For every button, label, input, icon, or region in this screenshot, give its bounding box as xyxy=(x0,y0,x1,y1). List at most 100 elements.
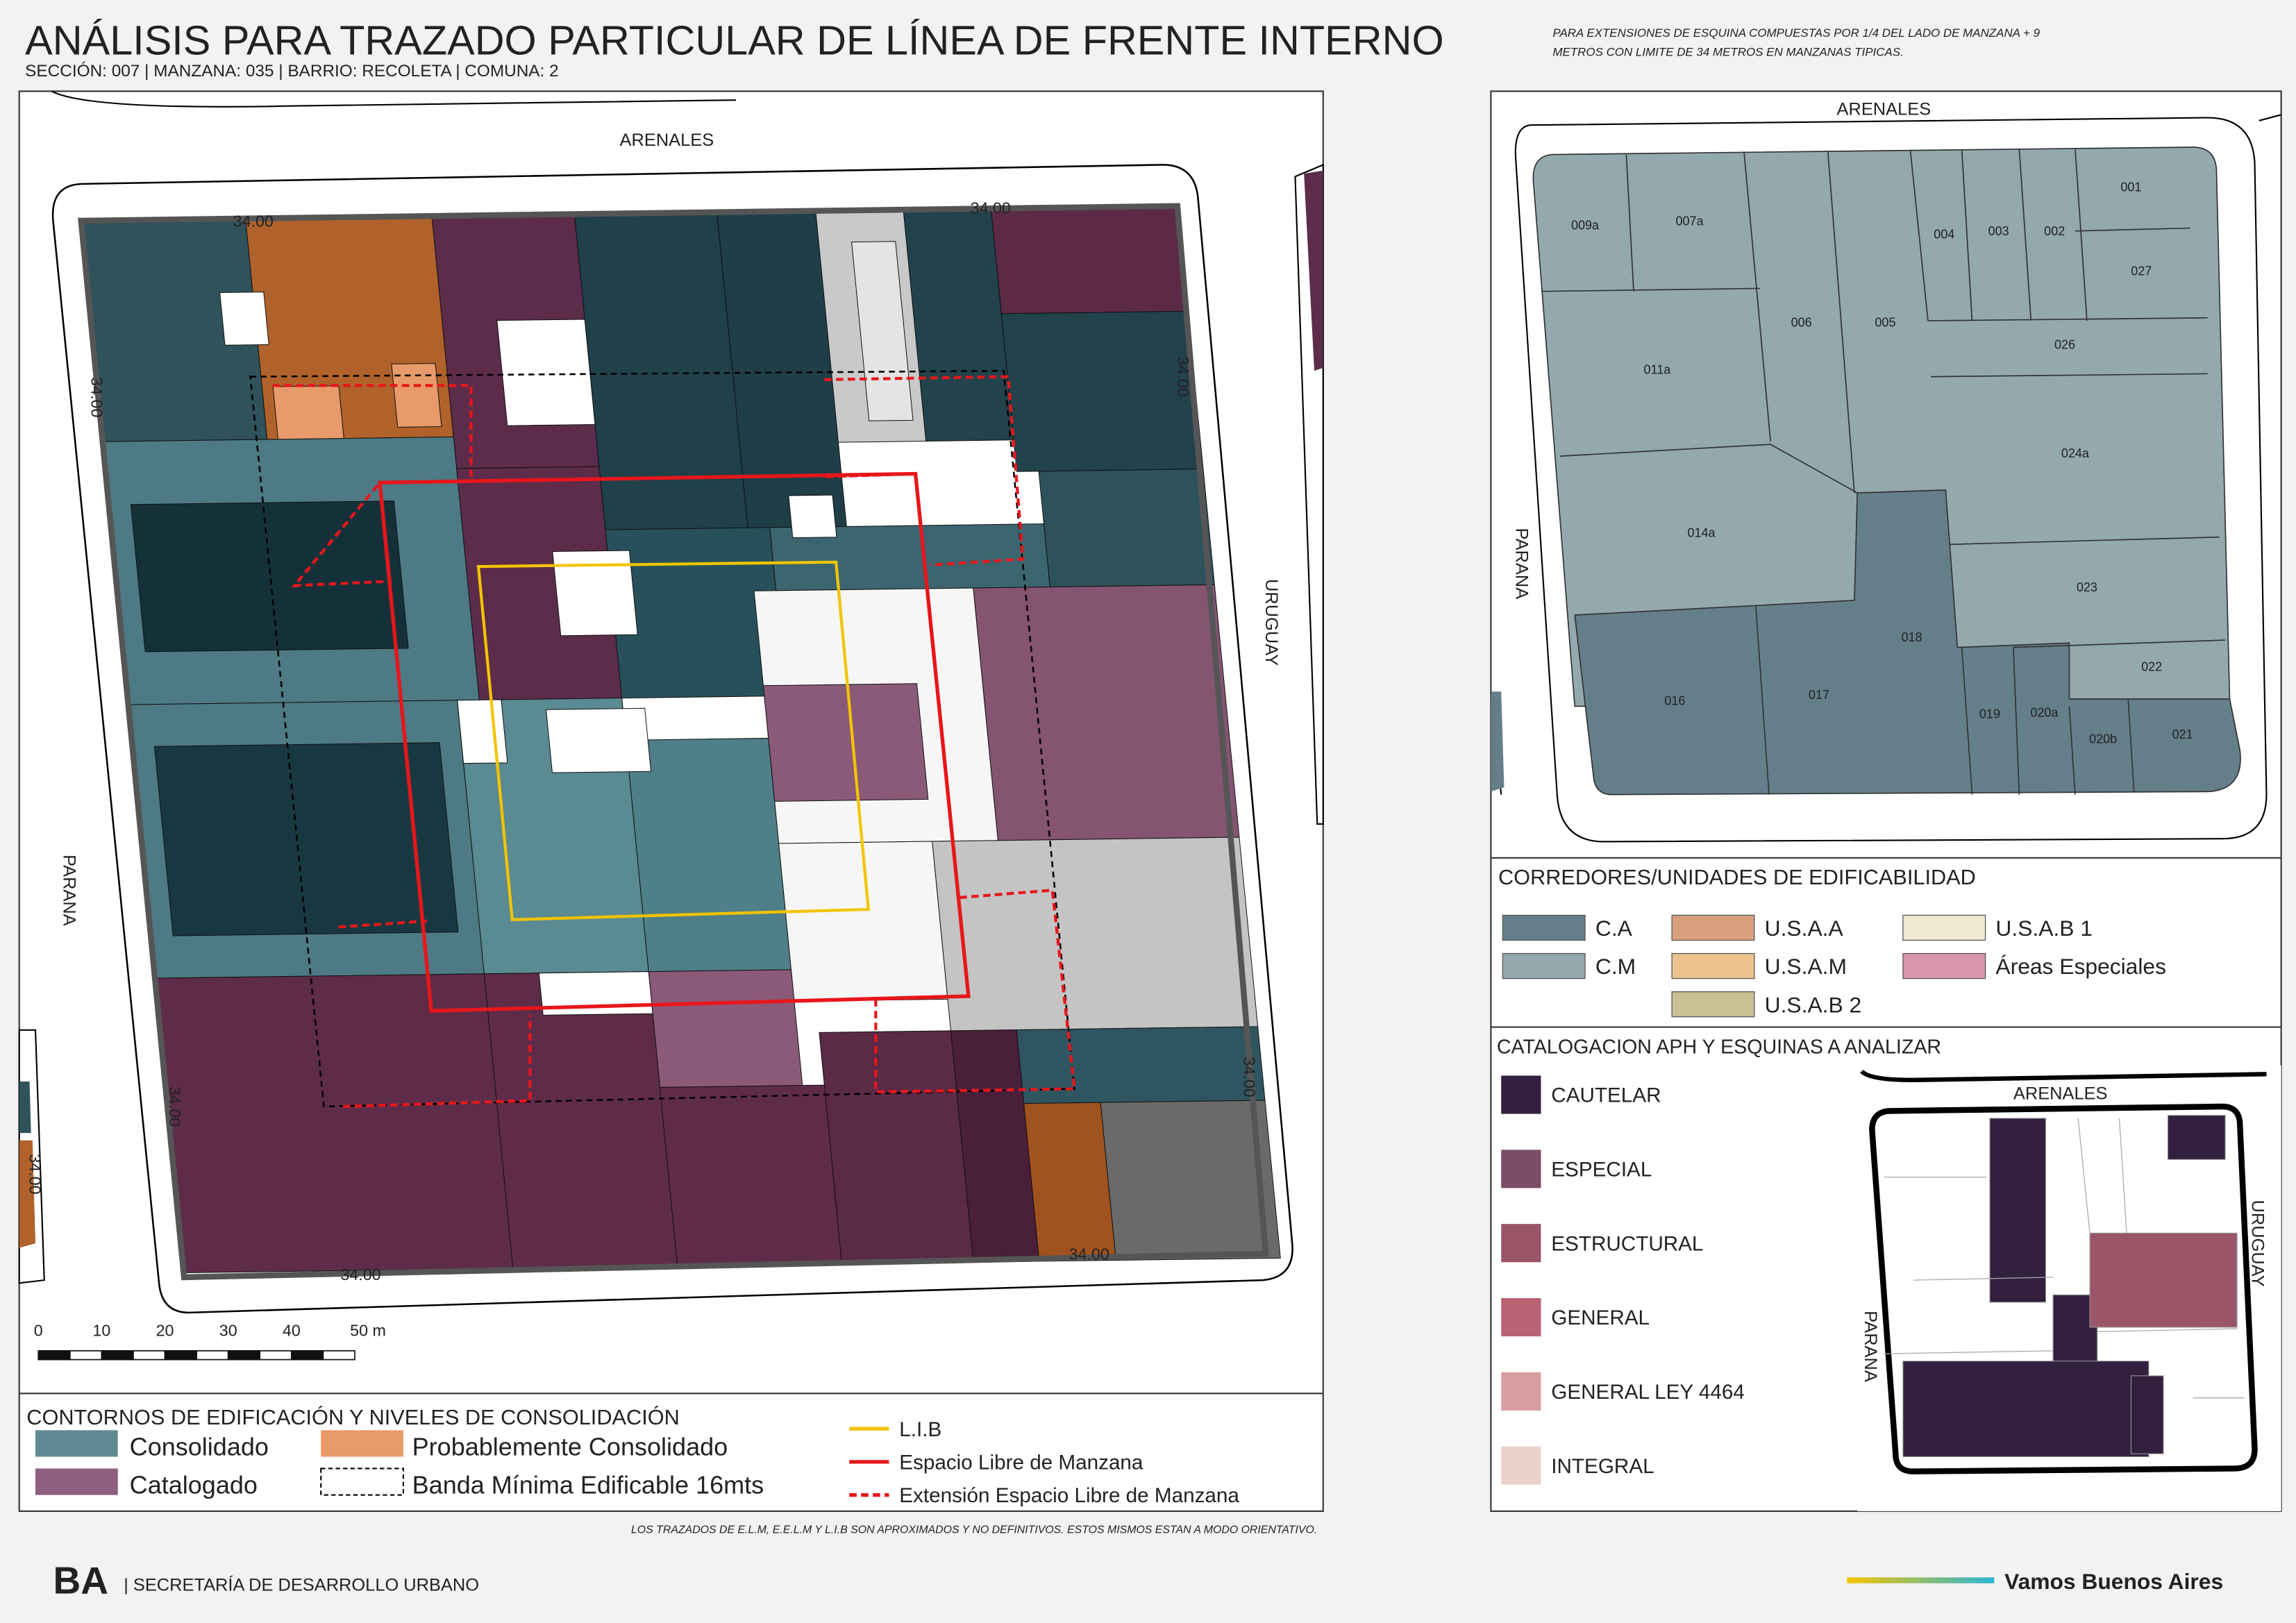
building xyxy=(546,708,651,773)
legend-label: INTEGRAL xyxy=(1551,1455,1654,1478)
lib xyxy=(476,560,871,921)
building xyxy=(973,585,1239,840)
mini-parcel xyxy=(2167,1115,2226,1160)
legend-swatch xyxy=(1501,1075,1541,1114)
building xyxy=(1039,469,1214,587)
legend-swatch xyxy=(35,1468,118,1495)
logo: BA xyxy=(53,1559,108,1602)
building xyxy=(458,700,508,764)
building xyxy=(932,837,1258,1031)
building xyxy=(1001,311,1203,471)
building xyxy=(156,974,513,1273)
legend-label: C.M xyxy=(1595,954,1636,979)
parcel-label: 005 xyxy=(1875,316,1895,330)
scale-label: 50 m xyxy=(350,1322,386,1340)
parcel-label: 020a xyxy=(2030,705,2059,719)
street-label: ARENALES xyxy=(2013,1084,2108,1103)
block xyxy=(81,206,1281,1273)
scale-segment xyxy=(69,1350,103,1361)
building xyxy=(553,550,637,636)
street-label: ARENALES xyxy=(1837,99,1932,119)
title: ANÁLISIS PARA TRAZADO PARTICULAR DE LÍNE… xyxy=(25,17,1443,63)
scale-segment xyxy=(164,1350,197,1361)
mini-parcel xyxy=(2089,1232,2238,1328)
legend-swatch xyxy=(1671,914,1755,941)
legend-swatch xyxy=(1671,952,1755,979)
legend-label: U.S.A.M xyxy=(1765,954,1847,979)
legend-label: U.S.A.A xyxy=(1765,916,1844,941)
note: PARA EXTENSIONES DE ESQUINA COMPUESTAS P… xyxy=(1552,26,2040,40)
mini-parcel xyxy=(1989,1118,2047,1303)
street-label: ARENALES xyxy=(620,131,714,150)
dimension-label: 34.00 xyxy=(233,212,274,230)
parcel-label: 004 xyxy=(1934,227,1954,241)
parcel-area-ca xyxy=(1574,489,2241,796)
brand-line xyxy=(1847,1577,1995,1583)
parcel-label: 021 xyxy=(2172,728,2193,741)
building xyxy=(392,364,442,428)
parcel-label: 016 xyxy=(1664,693,1685,707)
building xyxy=(220,292,269,346)
legend-label: Probablemente Consolidado xyxy=(412,1432,728,1461)
building xyxy=(273,386,344,439)
mini-edge xyxy=(1860,1069,2267,1083)
building xyxy=(497,319,595,426)
parcel-map: ARENALESURUGUAYPARANA009a007a00400300200… xyxy=(1490,99,2281,843)
dimension-label: 34.00 xyxy=(1240,1057,1258,1097)
legends: CONTORNOS DE EDIFICACIÓN Y NIVELES DE CO… xyxy=(26,865,2281,1511)
legend-swatch xyxy=(1502,952,1586,979)
legend-label: Consolidado xyxy=(130,1432,269,1461)
building xyxy=(626,738,791,971)
parcel-label: 026 xyxy=(2054,337,2075,351)
legend-label: U.S.A.B 1 xyxy=(1995,916,2093,941)
legend-label: GENERAL xyxy=(1551,1306,1650,1329)
legend-label: Banda Mínima Edificable 16mts xyxy=(412,1470,764,1499)
scale-segment xyxy=(322,1350,355,1361)
scale-segment xyxy=(291,1350,324,1361)
legend-title: CATALOGACION APH Y ESQUINAS A ANALIZAR xyxy=(1497,1036,1941,1059)
mini-lines xyxy=(1884,1118,2245,1399)
mini-parcel xyxy=(2130,1375,2164,1454)
parcel-label: 007a xyxy=(1676,214,1704,228)
parcel-label: 009a xyxy=(1571,219,1600,233)
mini-parcel xyxy=(1902,1361,2150,1458)
building xyxy=(131,501,408,652)
note: METROS CON LIMITE DE 34 METROS EN MANZAN… xyxy=(1552,46,1903,59)
disclaimer: LOS TRAZADOS DE E.L.M, E.E.L.M Y L.I.B S… xyxy=(631,1524,1317,1536)
parcel-label: 023 xyxy=(2077,580,2097,594)
neighbor-edge xyxy=(51,90,737,108)
legend-swatch xyxy=(35,1430,118,1457)
scale-segment xyxy=(259,1350,292,1361)
street-label: PARANA xyxy=(1511,528,1531,600)
legend-label: ESTRUCTURAL xyxy=(1551,1232,1703,1255)
building xyxy=(819,1031,973,1264)
legend-swatch xyxy=(1502,914,1586,941)
street-label: URUGUAY xyxy=(1262,579,1281,666)
parcel-label: 017 xyxy=(1809,688,1829,702)
legend-title: CONTORNOS DE EDIFICACIÓN Y NIVELES DE CO… xyxy=(26,1405,680,1429)
parcel-label: 024a xyxy=(2061,446,2090,460)
scale-label: 30 xyxy=(219,1322,237,1340)
legend-label: Catalogado xyxy=(130,1470,258,1499)
parcel-label: 002 xyxy=(2044,224,2065,238)
dimension-label: 34.00 xyxy=(26,1154,44,1194)
scale-segment xyxy=(133,1350,166,1361)
dimension-label: 34.00 xyxy=(166,1086,184,1127)
legend-swatch xyxy=(1501,1372,1541,1411)
building xyxy=(660,1085,842,1266)
parcel-label: 020b xyxy=(2089,732,2117,746)
legend-label: C.A xyxy=(1595,916,1633,941)
legend-title: CORREDORES/UNIDADES DE EDIFICABILIDAD xyxy=(1498,865,1976,889)
building xyxy=(1016,1027,1265,1104)
building xyxy=(648,970,803,1087)
legend-label: GENERAL LEY 4464 xyxy=(1551,1381,1745,1404)
legend-swatch xyxy=(321,1430,403,1457)
parcel-label: 018 xyxy=(1902,630,1922,644)
block-border xyxy=(78,203,1269,1281)
parcel-label: 019 xyxy=(1979,707,2000,721)
building xyxy=(852,242,913,421)
legend-label: Extensión Espacio Libre de Manzana xyxy=(899,1484,1239,1507)
legend-label: ESPECIAL xyxy=(1551,1158,1652,1181)
